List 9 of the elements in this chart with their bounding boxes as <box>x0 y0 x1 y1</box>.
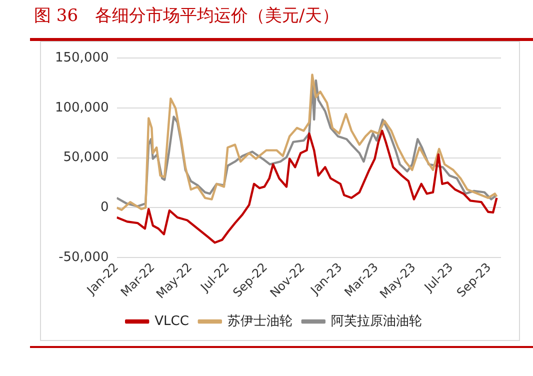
y-tick-label: 100,000 <box>54 100 109 116</box>
chart-title: 图 36 各细分市场平均运价（美元/天） <box>34 5 339 27</box>
legend-label: VLCC <box>154 314 189 329</box>
y-tick-label: -50,000 <box>58 250 109 265</box>
legend-label: 苏伊士油轮 <box>227 314 292 329</box>
legend-label: 阿芙拉原油油轮 <box>330 314 422 329</box>
y-tick-label: 50,000 <box>63 150 109 166</box>
y-tick-label: 150,000 <box>54 50 109 66</box>
y-tick-label: 0 <box>100 200 109 216</box>
